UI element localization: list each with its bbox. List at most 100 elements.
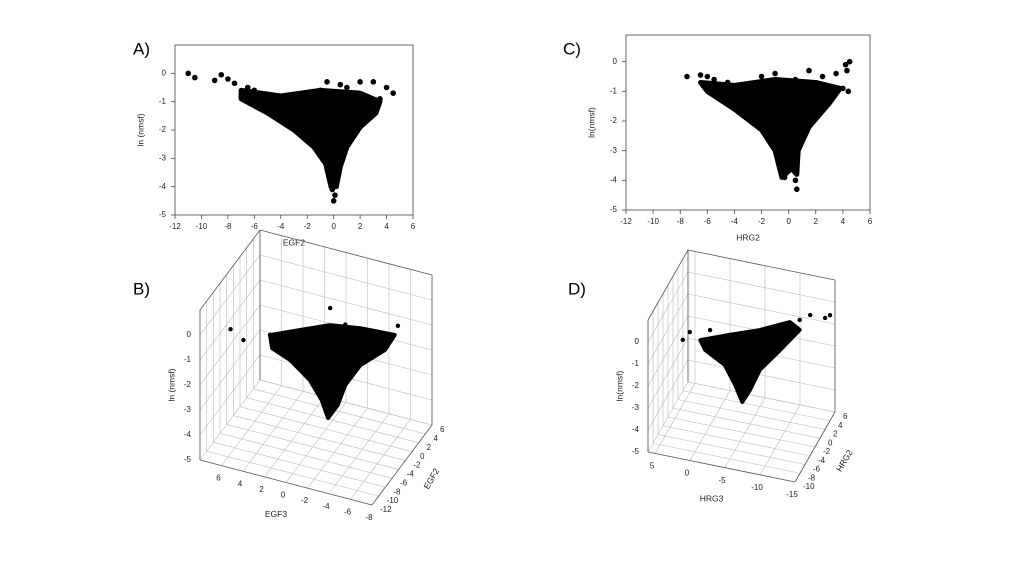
data-point	[324, 79, 330, 85]
grid-line	[199, 279, 261, 361]
x-tick-label: -2	[758, 217, 766, 226]
data-point	[792, 177, 799, 184]
data-point	[343, 322, 348, 327]
data-point	[758, 73, 765, 80]
data-point	[711, 76, 717, 83]
data-point	[218, 71, 225, 78]
y-tick-label: -4	[818, 456, 826, 465]
data-point	[264, 91, 271, 98]
grid-line	[328, 413, 390, 494]
x-tick-label: -2	[304, 222, 312, 231]
y-axis-title: EGF2	[421, 466, 441, 490]
data-point	[329, 186, 336, 193]
data-point	[377, 96, 383, 102]
plot-frame	[625, 34, 871, 211]
data-point	[846, 58, 853, 65]
x-tick-label: 6	[411, 222, 416, 231]
x-tick-label: -6	[704, 217, 712, 226]
data-point	[808, 312, 813, 318]
x-tick-label: 5	[650, 462, 655, 471]
grid-line	[246, 397, 419, 444]
data-point	[228, 327, 233, 332]
y-tick-label: 0	[613, 57, 618, 66]
data-point	[797, 317, 802, 323]
data-point	[251, 87, 258, 94]
x-tick-label: 2	[259, 485, 264, 494]
box-edge	[199, 229, 261, 311]
grid-line	[219, 433, 393, 479]
z-tick-label: -3	[184, 405, 192, 414]
x-tick-label: 6	[868, 217, 873, 226]
grid-line	[206, 450, 379, 497]
y-axis-title: ln(nmsf)	[586, 107, 596, 138]
data-point	[357, 79, 363, 85]
x-axis-title: HRG2	[736, 232, 760, 242]
y-tick-label: 0	[420, 452, 425, 461]
y-tick-label: -10	[803, 482, 815, 491]
box-edge	[259, 229, 433, 276]
data-point	[395, 323, 401, 328]
y-tick-label: -2	[413, 461, 421, 470]
data-point	[330, 198, 337, 204]
x-tick-label: 0	[331, 222, 336, 231]
data-point	[390, 90, 396, 96]
data-point	[781, 174, 788, 181]
x-axis-title: EGF3	[265, 509, 287, 519]
data-point	[792, 76, 799, 83]
z-tick-label: -4	[632, 425, 640, 434]
grid-line	[199, 379, 261, 461]
x-tick-label: -4	[731, 217, 739, 226]
x-tick-label: 4	[238, 479, 243, 488]
grid-line	[687, 293, 836, 325]
grid-line	[233, 415, 406, 461]
y-tick-label: -10	[387, 496, 399, 505]
z-tick-label: -2	[184, 380, 192, 389]
x-tick-label: -10	[196, 222, 208, 231]
data-point	[687, 329, 692, 335]
box-edge	[647, 249, 689, 321]
data-point	[842, 61, 849, 68]
x-tick-label: 4	[841, 217, 846, 226]
grid-line	[221, 385, 282, 466]
data-point	[697, 72, 704, 78]
grid-line	[264, 396, 325, 478]
data-point	[344, 84, 350, 91]
y-tick-label: 2	[833, 430, 838, 439]
grid-line	[307, 407, 368, 489]
grid-line	[285, 402, 347, 483]
data-point	[241, 337, 246, 343]
grid-line	[652, 442, 801, 474]
data-point	[267, 332, 273, 338]
data-point	[794, 186, 800, 193]
y-tick-label: -8	[393, 487, 401, 496]
y-tick-label: 0	[828, 438, 833, 447]
data-point	[370, 79, 377, 85]
x-tick-label: -10	[647, 217, 659, 226]
x-tick-label: -12	[620, 217, 632, 226]
z-tick-label: 0	[635, 337, 640, 346]
grid-line	[687, 359, 836, 391]
grid-line	[199, 304, 261, 386]
z-tick-label: -4	[184, 430, 192, 439]
x-tick-label: -8	[677, 217, 685, 226]
y-axis-title: ln (nmsf)	[135, 113, 145, 146]
data-point	[327, 305, 333, 311]
y-tick-label: -3	[610, 146, 618, 155]
x-tick-label: -4	[322, 502, 330, 511]
data-point	[192, 74, 198, 81]
y-tick-label: -2	[159, 125, 167, 134]
x-tick-label: 4	[384, 222, 389, 231]
grid-line	[647, 271, 689, 343]
x-tick-label: 2	[814, 217, 819, 226]
grid-line	[647, 381, 689, 453]
z-tick-label: -2	[632, 381, 640, 390]
grid-line	[667, 416, 816, 448]
grid-line	[199, 354, 261, 436]
data-point	[833, 70, 839, 77]
z-axis-title: ln (nmsf)	[166, 368, 176, 401]
box-edge	[687, 249, 836, 281]
data-point	[840, 85, 846, 92]
data-point	[383, 84, 390, 91]
y-axis-title: HRG2	[834, 448, 855, 474]
x-axis-title: EGF2	[283, 237, 305, 247]
